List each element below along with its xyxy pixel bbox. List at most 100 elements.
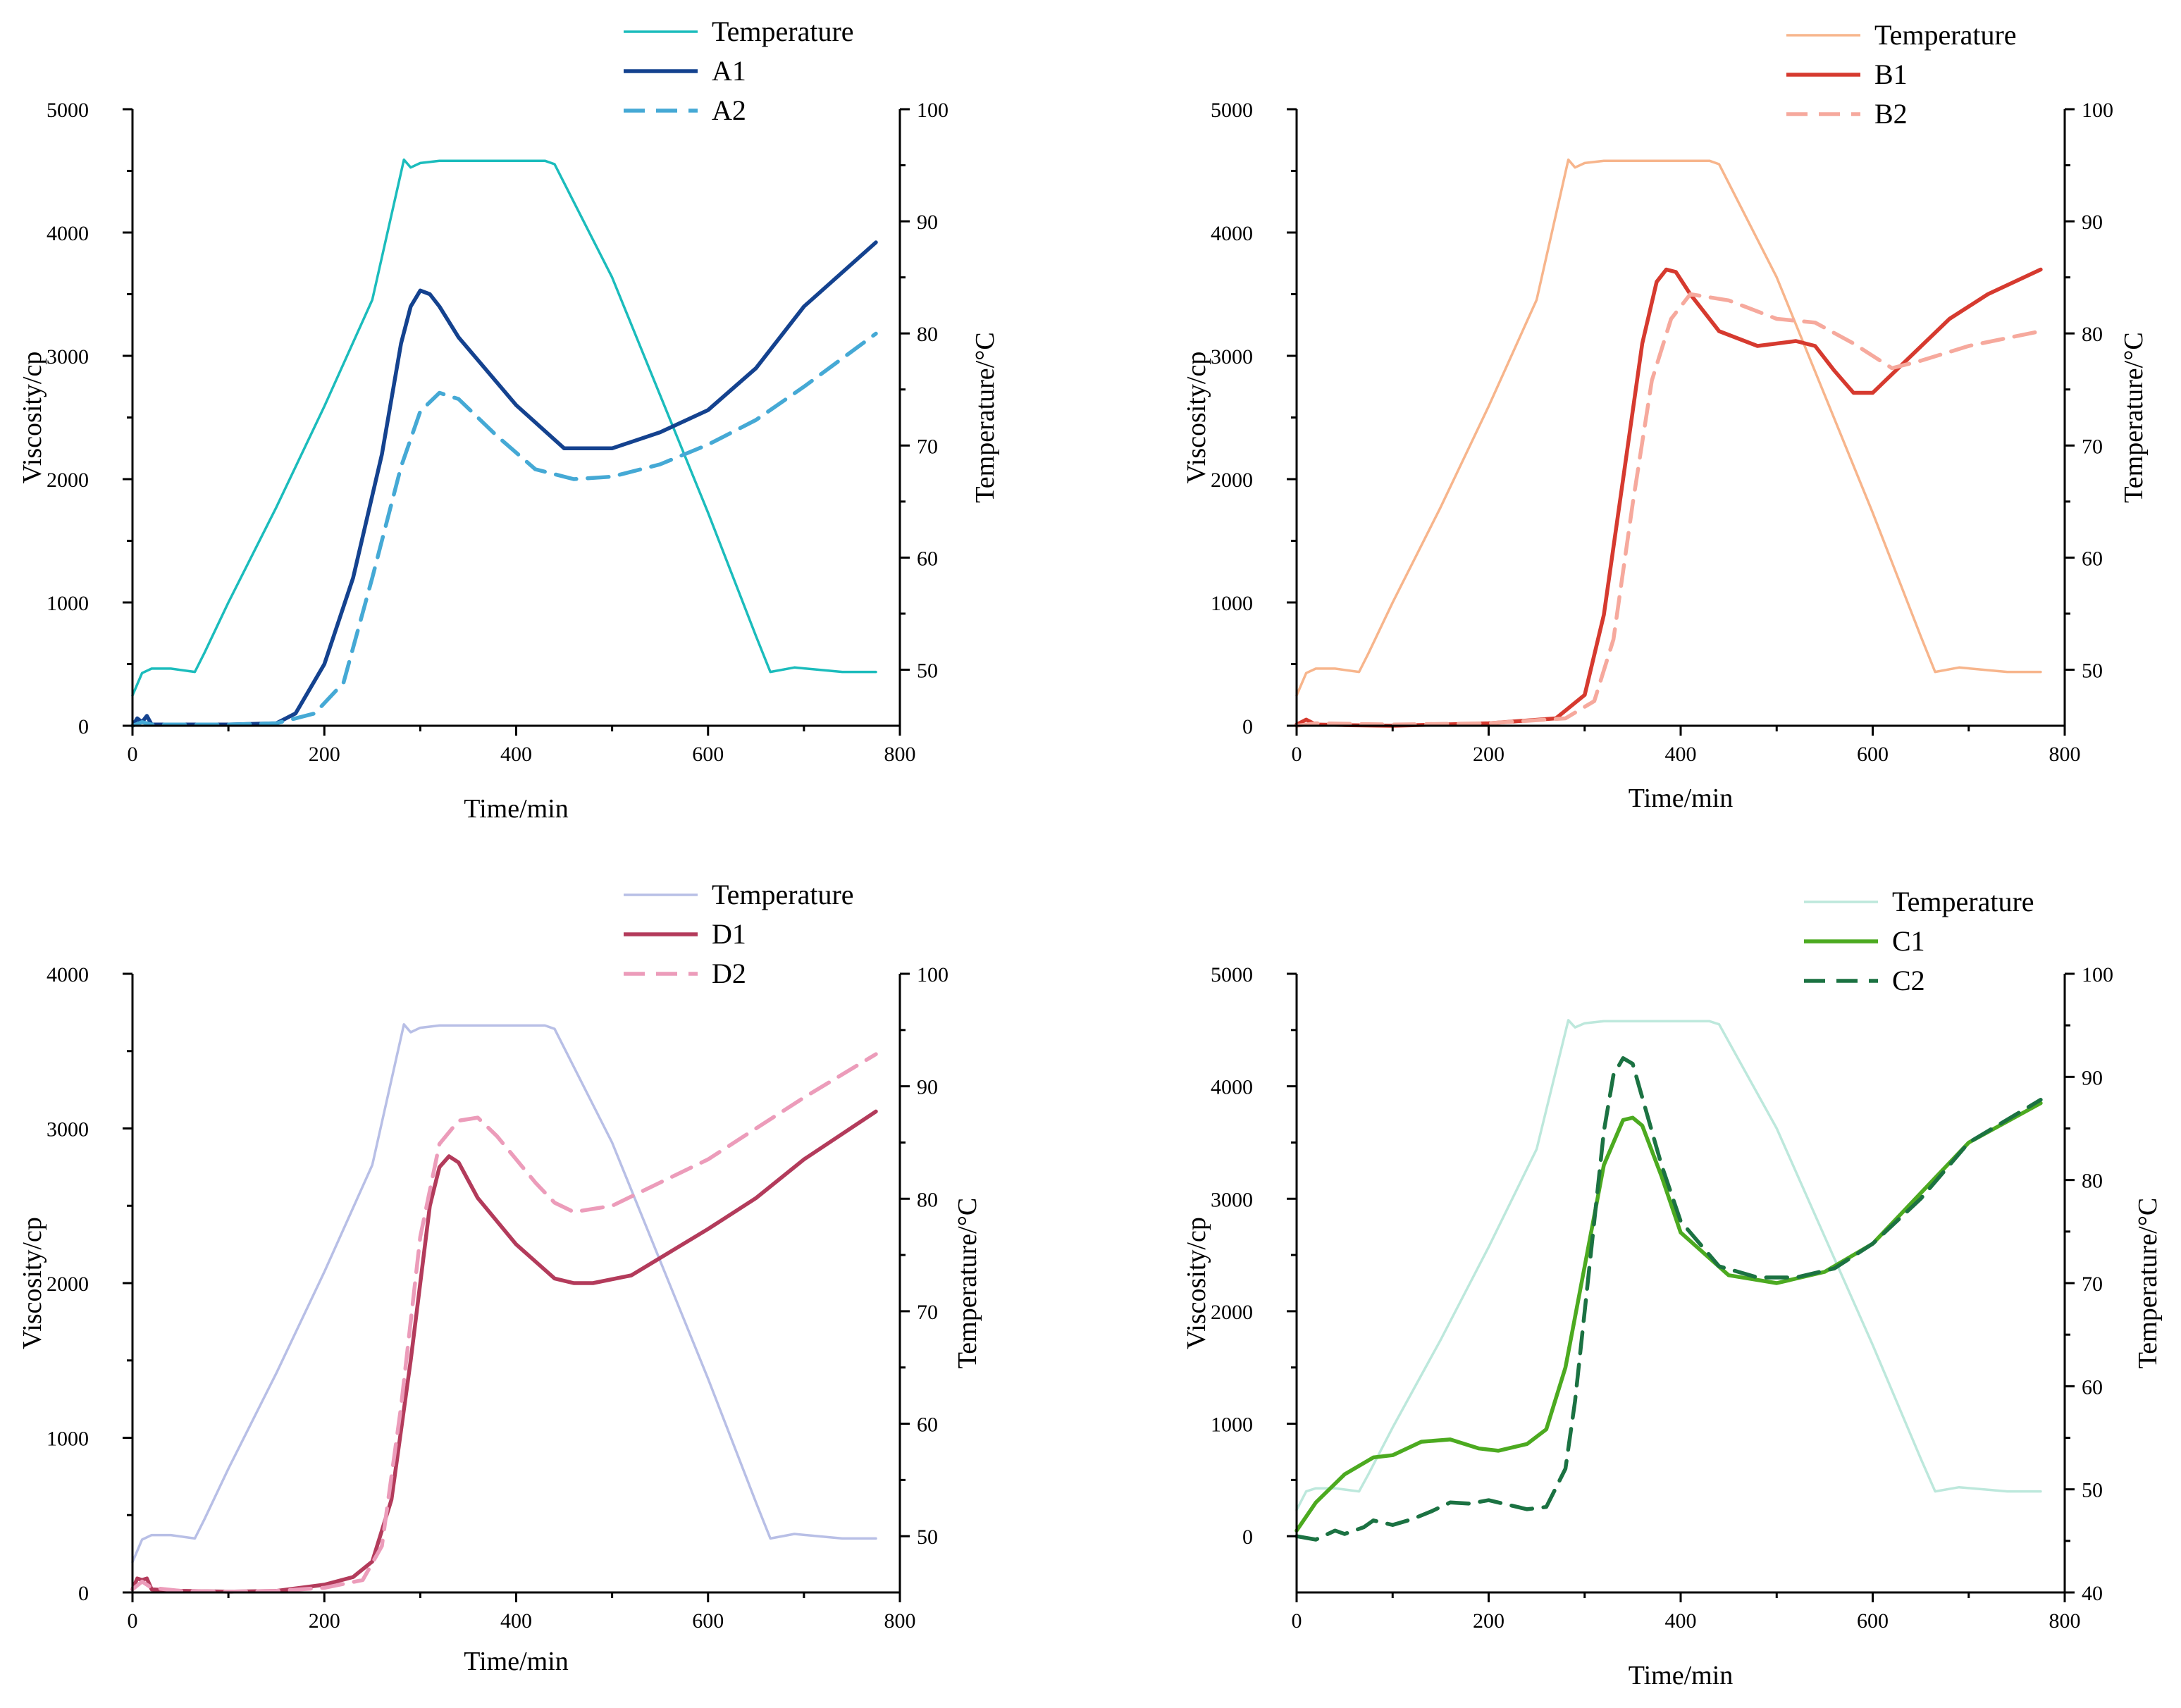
y-tick-label: 3000 xyxy=(1211,1188,1253,1211)
y-tick-label: 1000 xyxy=(47,1428,89,1451)
y2-tick-label: 100 xyxy=(917,963,949,986)
series-line-a1 xyxy=(130,240,878,728)
y2-tick-label: 90 xyxy=(2082,1066,2103,1089)
legend-label-a1: A1 xyxy=(712,55,746,87)
series-line-d1 xyxy=(130,1109,878,1594)
x-tick-label: 600 xyxy=(692,743,724,766)
panel-d: 0 200 400 600 800 0 1000 2000 3000 4000 50 60 70 80 90… xyxy=(18,879,982,1676)
y2-tick-label: 100 xyxy=(2082,99,2113,122)
y-tick-label: 1000 xyxy=(1211,1413,1253,1437)
y-tick-label: 0 xyxy=(1242,715,1253,738)
y2-tick-label: 90 xyxy=(2082,211,2103,234)
y2-tick-label: 50 xyxy=(917,659,938,682)
x-tick-label: 200 xyxy=(309,1609,340,1633)
series-line-temperature xyxy=(1295,1019,2042,1511)
panel-c: 0 200 400 600 800 0 1000 2000 3000 4000 5000 40 50 60… xyxy=(1182,886,2163,1690)
x-tick-label: 800 xyxy=(2049,743,2081,766)
y2-tick-label: 50 xyxy=(917,1526,938,1549)
y-tick-label: 1000 xyxy=(47,592,89,615)
y-tick-label: 5000 xyxy=(47,99,89,122)
legend-label-temperature: Temperature xyxy=(712,16,854,47)
y-tick-label: 3000 xyxy=(47,345,89,369)
x-tick-label: 0 xyxy=(1292,1609,1302,1633)
series-line-a2 xyxy=(130,331,878,728)
x-axis-title: Time/min xyxy=(464,1647,569,1676)
x-tick-label: 600 xyxy=(1857,743,1889,766)
x-tick-label: 400 xyxy=(1665,1609,1697,1633)
x-tick-label: 0 xyxy=(1292,743,1302,766)
y-tick-label: 5000 xyxy=(1211,99,1253,122)
y2-tick-label: 60 xyxy=(2082,547,2103,570)
series-line-d2 xyxy=(130,1052,878,1594)
legend-label-temperature: Temperature xyxy=(1874,19,2017,51)
x-tick-label: 200 xyxy=(1473,743,1505,766)
x-tick-label: 400 xyxy=(1665,743,1697,766)
y2-tick-label: 90 xyxy=(917,1076,938,1099)
y-tick-label: 3000 xyxy=(47,1118,89,1141)
y2-tick-label: 80 xyxy=(2082,1170,2103,1193)
y-tick-label: 2000 xyxy=(1211,1301,1253,1324)
y-tick-label: 0 xyxy=(78,715,89,738)
y-tick-label: 0 xyxy=(1242,1526,1253,1549)
panel-b: 0 200 400 600 800 0 1000 2000 3000 4000 5000 50 60 70… xyxy=(1182,19,2149,813)
legend-label-c2: C2 xyxy=(1892,965,1925,996)
legend-label-d1: D1 xyxy=(712,918,746,950)
y-tick-label: 0 xyxy=(78,1582,89,1605)
legend-label-b1: B1 xyxy=(1874,58,1908,90)
legend-label-temperature: Temperature xyxy=(1892,886,2034,917)
y-tick-label: 4000 xyxy=(1211,1076,1253,1099)
y2-axis-title: Temperature/°C xyxy=(970,332,1000,503)
y2-tick-label: 70 xyxy=(2082,1273,2103,1296)
x-tick-label: 400 xyxy=(500,743,532,766)
legend-label-c1: C1 xyxy=(1892,925,1925,957)
y2-axis-title: Temperature/°C xyxy=(2133,1198,2163,1369)
x-tick-label: 200 xyxy=(309,743,340,766)
x-tick-label: 600 xyxy=(1857,1609,1889,1633)
x-axis-title: Time/min xyxy=(1629,784,1734,813)
y-tick-label: 5000 xyxy=(1211,963,1253,986)
y2-axis-title: Temperature/°C xyxy=(2119,332,2149,503)
y-tick-label: 4000 xyxy=(47,222,89,245)
y2-axis-title: Temperature/°C xyxy=(953,1198,982,1369)
series-line-temperature xyxy=(131,1023,877,1564)
y2-tick-label: 100 xyxy=(917,99,949,122)
y-tick-label: 2000 xyxy=(47,469,89,492)
y2-tick-label: 60 xyxy=(917,547,938,570)
y2-tick-label: 70 xyxy=(917,435,938,458)
y2-tick-label: 60 xyxy=(2082,1375,2103,1399)
x-tick-label: 800 xyxy=(2049,1609,2081,1633)
y2-tick-label: 70 xyxy=(917,1301,938,1324)
y2-tick-label: 80 xyxy=(917,1188,938,1211)
y2-tick-label: 50 xyxy=(2082,1479,2103,1502)
y2-tick-label: 50 xyxy=(2082,659,2103,682)
y-tick-label: 3000 xyxy=(1211,345,1253,369)
legend-label-b2: B2 xyxy=(1874,98,1908,130)
y-axis-title: Viscosity/cp xyxy=(18,1217,47,1349)
series-line-b2 xyxy=(1295,292,2043,728)
x-axis-title: Time/min xyxy=(464,794,569,824)
y-axis-title: Viscosity/cp xyxy=(1182,352,1211,484)
y2-tick-label: 80 xyxy=(2082,323,2103,346)
legend-label-a2: A2 xyxy=(712,94,746,126)
y-tick-label: 4000 xyxy=(1211,222,1253,245)
series-line-temperature xyxy=(1295,158,2042,697)
y2-tick-label: 100 xyxy=(2082,963,2113,986)
series-line-c1 xyxy=(1295,1101,2043,1533)
y-tick-label: 2000 xyxy=(47,1273,89,1296)
x-axis-title: Time/min xyxy=(1629,1661,1734,1690)
legend-label-d2: D2 xyxy=(712,958,746,989)
y2-tick-label: 90 xyxy=(917,211,938,234)
x-tick-label: 0 xyxy=(128,743,138,766)
y-tick-label: 2000 xyxy=(1211,469,1253,492)
y2-tick-label: 80 xyxy=(917,323,938,346)
x-tick-label: 0 xyxy=(128,1609,138,1633)
y2-tick-label: 60 xyxy=(917,1413,938,1437)
x-tick-label: 200 xyxy=(1473,1609,1505,1633)
y-tick-label: 4000 xyxy=(47,963,89,986)
y-axis-title: Viscosity/cp xyxy=(18,352,47,484)
y2-tick-label: 70 xyxy=(2082,435,2103,458)
y-tick-label: 1000 xyxy=(1211,592,1253,615)
series-line-temperature xyxy=(131,158,877,697)
x-tick-label: 800 xyxy=(884,743,916,766)
